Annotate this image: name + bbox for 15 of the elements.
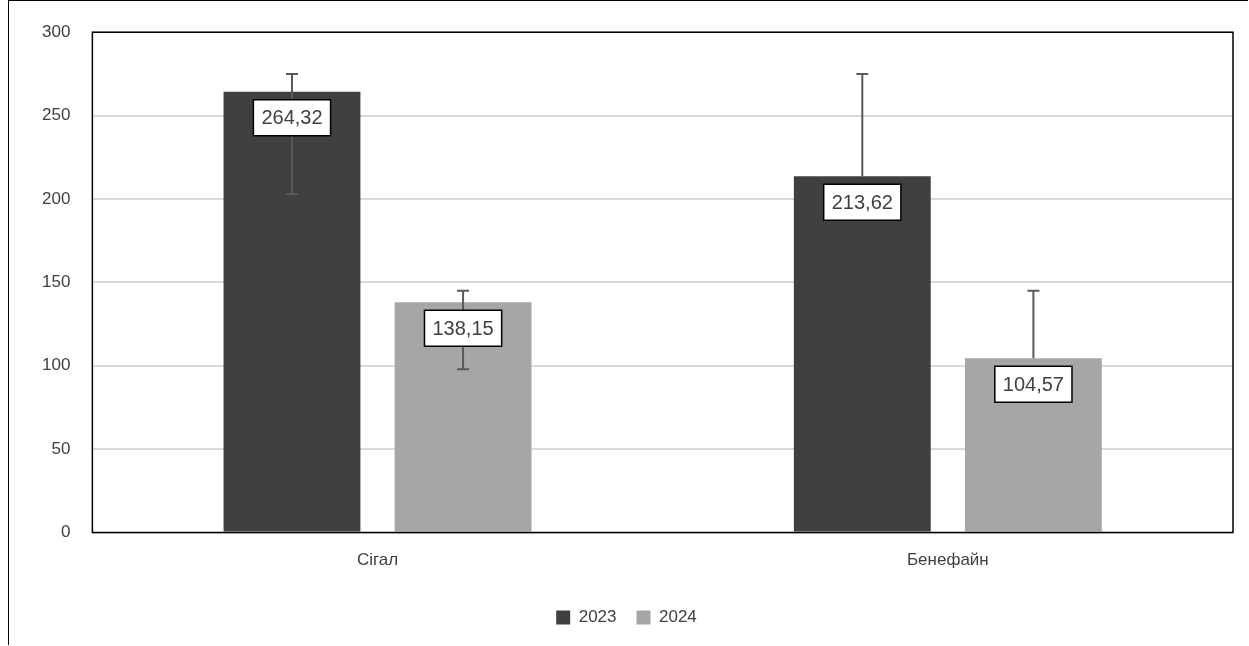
y-tick-label: 50 [51, 438, 71, 458]
data-label: 264,32 [261, 106, 323, 129]
x-tick-label: Сігал [356, 550, 399, 570]
y-tick-label: 250 [41, 105, 71, 125]
x-tick-label: Бенефайн [906, 550, 989, 570]
data-label: 104,57 [1002, 372, 1064, 395]
data-label: 138,15 [432, 316, 494, 339]
y-tick-label: 300 [41, 21, 71, 41]
y-tick-label: 200 [41, 188, 71, 208]
legend-label: 2023 [578, 607, 617, 627]
data-label: 213,62 [831, 190, 893, 213]
y-tick-label: 0 [60, 522, 71, 542]
legend-label: 2024 [659, 607, 697, 627]
y-tick-label: 150 [41, 272, 71, 292]
y-tick-label: 100 [41, 355, 71, 375]
